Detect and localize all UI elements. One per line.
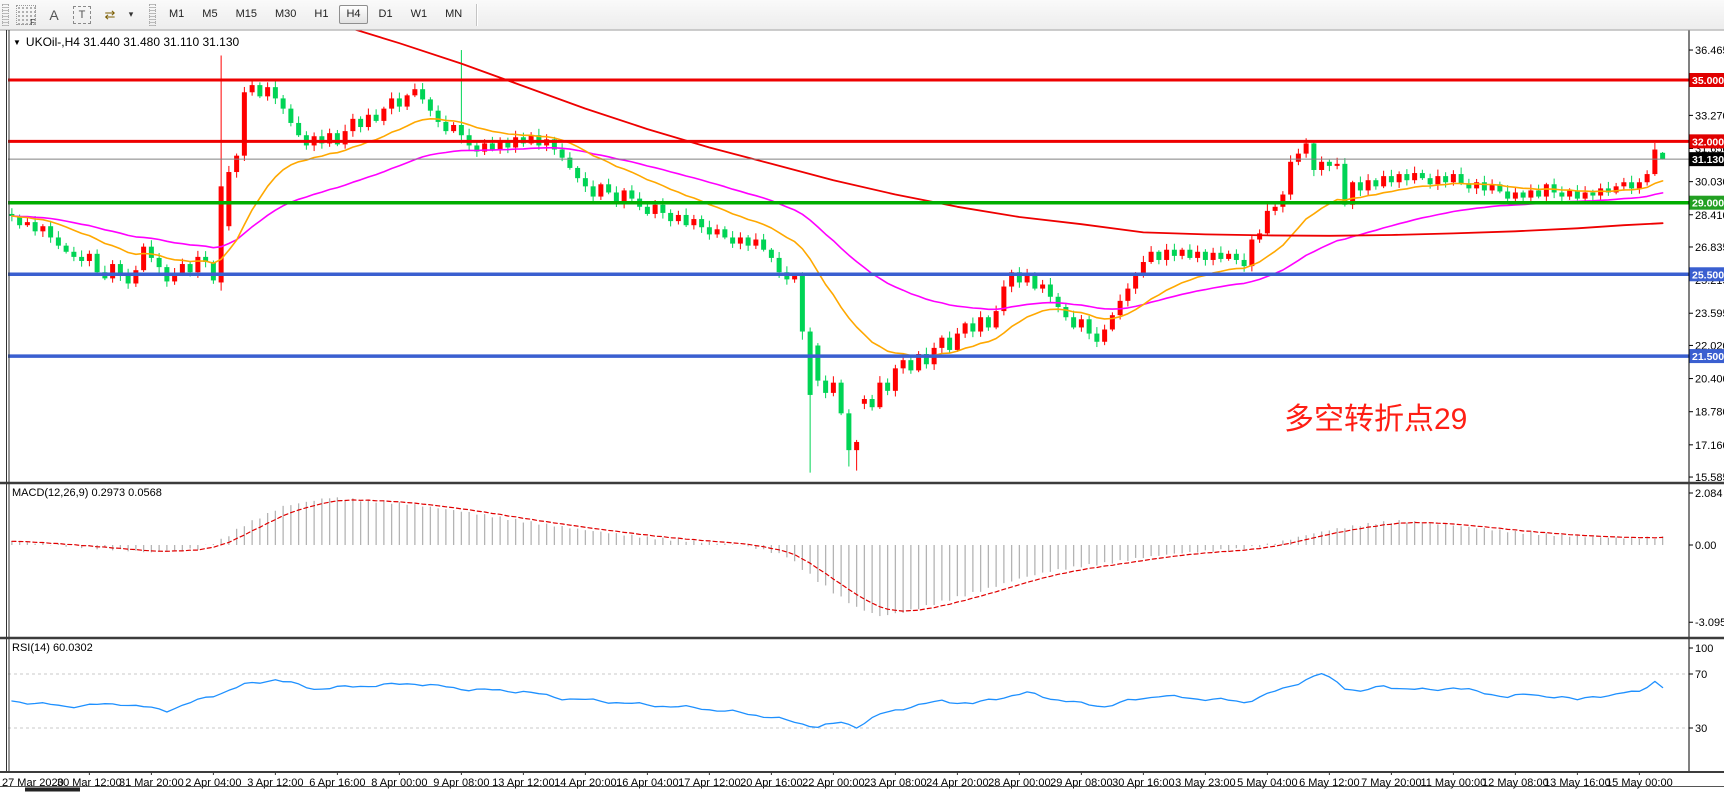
timeframe-button-m15[interactable]: M15	[235, 8, 257, 20]
rsi-panel: RSI(14) 60.0302	[8, 642, 1689, 729]
price-tick-26.835: 26.835	[1695, 242, 1724, 254]
rsi-line	[11, 672, 1664, 729]
timeframe-button-m1[interactable]: M1	[169, 8, 185, 20]
price-tick-18.780: 18.780	[1695, 407, 1724, 419]
timeframe-button-group: M1 M5 M15 M30 H1 H4 D1 W1 MN	[160, 5, 471, 24]
price-badge-35.000	[1689, 73, 1724, 87]
macd-tick--3.0957: -3.0957	[1695, 617, 1724, 629]
timeframe-button-m5[interactable]: M5	[202, 8, 218, 20]
top-toolbar: F A T ⇄ ▾ M1 M5 M15 M30 H1 H4 D1 W1 MN	[0, 0, 1724, 30]
annotation-text: 多空转折点29	[1284, 403, 1467, 436]
price-tick-36.465: 36.465	[1695, 45, 1724, 57]
price-badge-29.000	[1689, 195, 1724, 210]
ma-fast-orange	[11, 118, 1664, 358]
price-tick-28.410: 28.410	[1695, 210, 1724, 222]
ma-slow-red	[351, 27, 1664, 237]
symbol-ohlc-label: UKOil-,H4 31.440 31.480 31.110 31.130	[25, 35, 240, 49]
textbox-icon[interactable]: T	[71, 4, 93, 26]
dots-grid-f-icon[interactable]: F	[15, 4, 37, 27]
price-badge-label: 31.130	[1692, 154, 1724, 166]
toolbar-separator	[476, 3, 479, 26]
price-tick-33.270: 33.270	[1695, 110, 1724, 122]
timeframe-button-mn[interactable]: MN	[445, 8, 463, 20]
price-tick-17.160: 17.160	[1695, 440, 1724, 452]
rsi-tick-30: 30	[1695, 723, 1707, 735]
macd-tick-2.084: 2.084	[1695, 488, 1723, 500]
cycle-arrows-icon[interactable]: ⇄	[104, 6, 116, 22]
chart-plot-area[interactable]	[8, 30, 1689, 482]
timeframe-button-h4[interactable]: H4	[339, 5, 368, 24]
price-axis-drag-area[interactable]	[1689, 30, 1724, 771]
rsi-tick-100: 100	[1695, 643, 1713, 655]
price-badge-label: 29.000	[1692, 198, 1724, 210]
price-axis: 36.46534.84533.27031.65030.03028.41026.8…	[1688, 30, 1724, 771]
price-badge-label: 21.500	[1692, 351, 1724, 363]
symbol-dropdown-icon[interactable]: ▼	[13, 37, 21, 47]
scrollbar-thumb[interactable]	[25, 787, 80, 792]
price-badge-32.000	[1689, 134, 1724, 149]
price-badge-label: 32.000	[1692, 136, 1724, 148]
time-axis-drag-area[interactable]	[0, 771, 1724, 787]
timeframe-button-m30[interactable]: M30	[274, 8, 297, 20]
toolbar-drag-handle[interactable]	[2, 3, 9, 26]
text-label-icon[interactable]: A	[49, 6, 59, 23]
chart-title[interactable]: ▼ UKOil-,H4 31.440 31.480 31.110 31.130	[13, 35, 239, 49]
price-badge-label: 25.500	[1692, 269, 1724, 281]
macd-tick-0.00: 0.00	[1695, 540, 1716, 552]
timeframe-button-d1[interactable]: D1	[378, 8, 393, 20]
macd-signal-line	[11, 499, 1664, 612]
dropdown-caret-icon[interactable]: ▾	[128, 9, 134, 19]
price-tick-30.030: 30.030	[1695, 177, 1724, 189]
time-axis: 27 Mar 202030 Mar 12:0031 Mar 20:002 Apr…	[0, 771, 1724, 792]
price-badge-label: 35.000	[1692, 75, 1724, 87]
rsi-tick-70: 70	[1695, 669, 1707, 681]
price-badge-31.130	[1689, 152, 1724, 167]
toolbar-group-separator	[149, 3, 156, 26]
timeframe-button-w1[interactable]: W1	[410, 8, 428, 20]
price-badge-21.500	[1689, 349, 1724, 364]
rsi-label: RSI(14) 60.0302	[12, 642, 93, 654]
main-chart-panel: 多空转折点29	[8, 27, 1689, 473]
macd-label: MACD(12,26,9) 0.2973 0.0568	[12, 487, 162, 499]
macd-panel: MACD(12,26,9) 0.2973 0.0568	[11, 487, 1664, 617]
timeframe-button-h1[interactable]: H1	[314, 8, 329, 20]
price-tick-15.585: 15.585	[1695, 472, 1724, 484]
price-tick-20.400: 20.400	[1695, 374, 1724, 386]
price-tick-23.595: 23.595	[1695, 308, 1724, 320]
price-badge-25.500	[1689, 267, 1724, 282]
